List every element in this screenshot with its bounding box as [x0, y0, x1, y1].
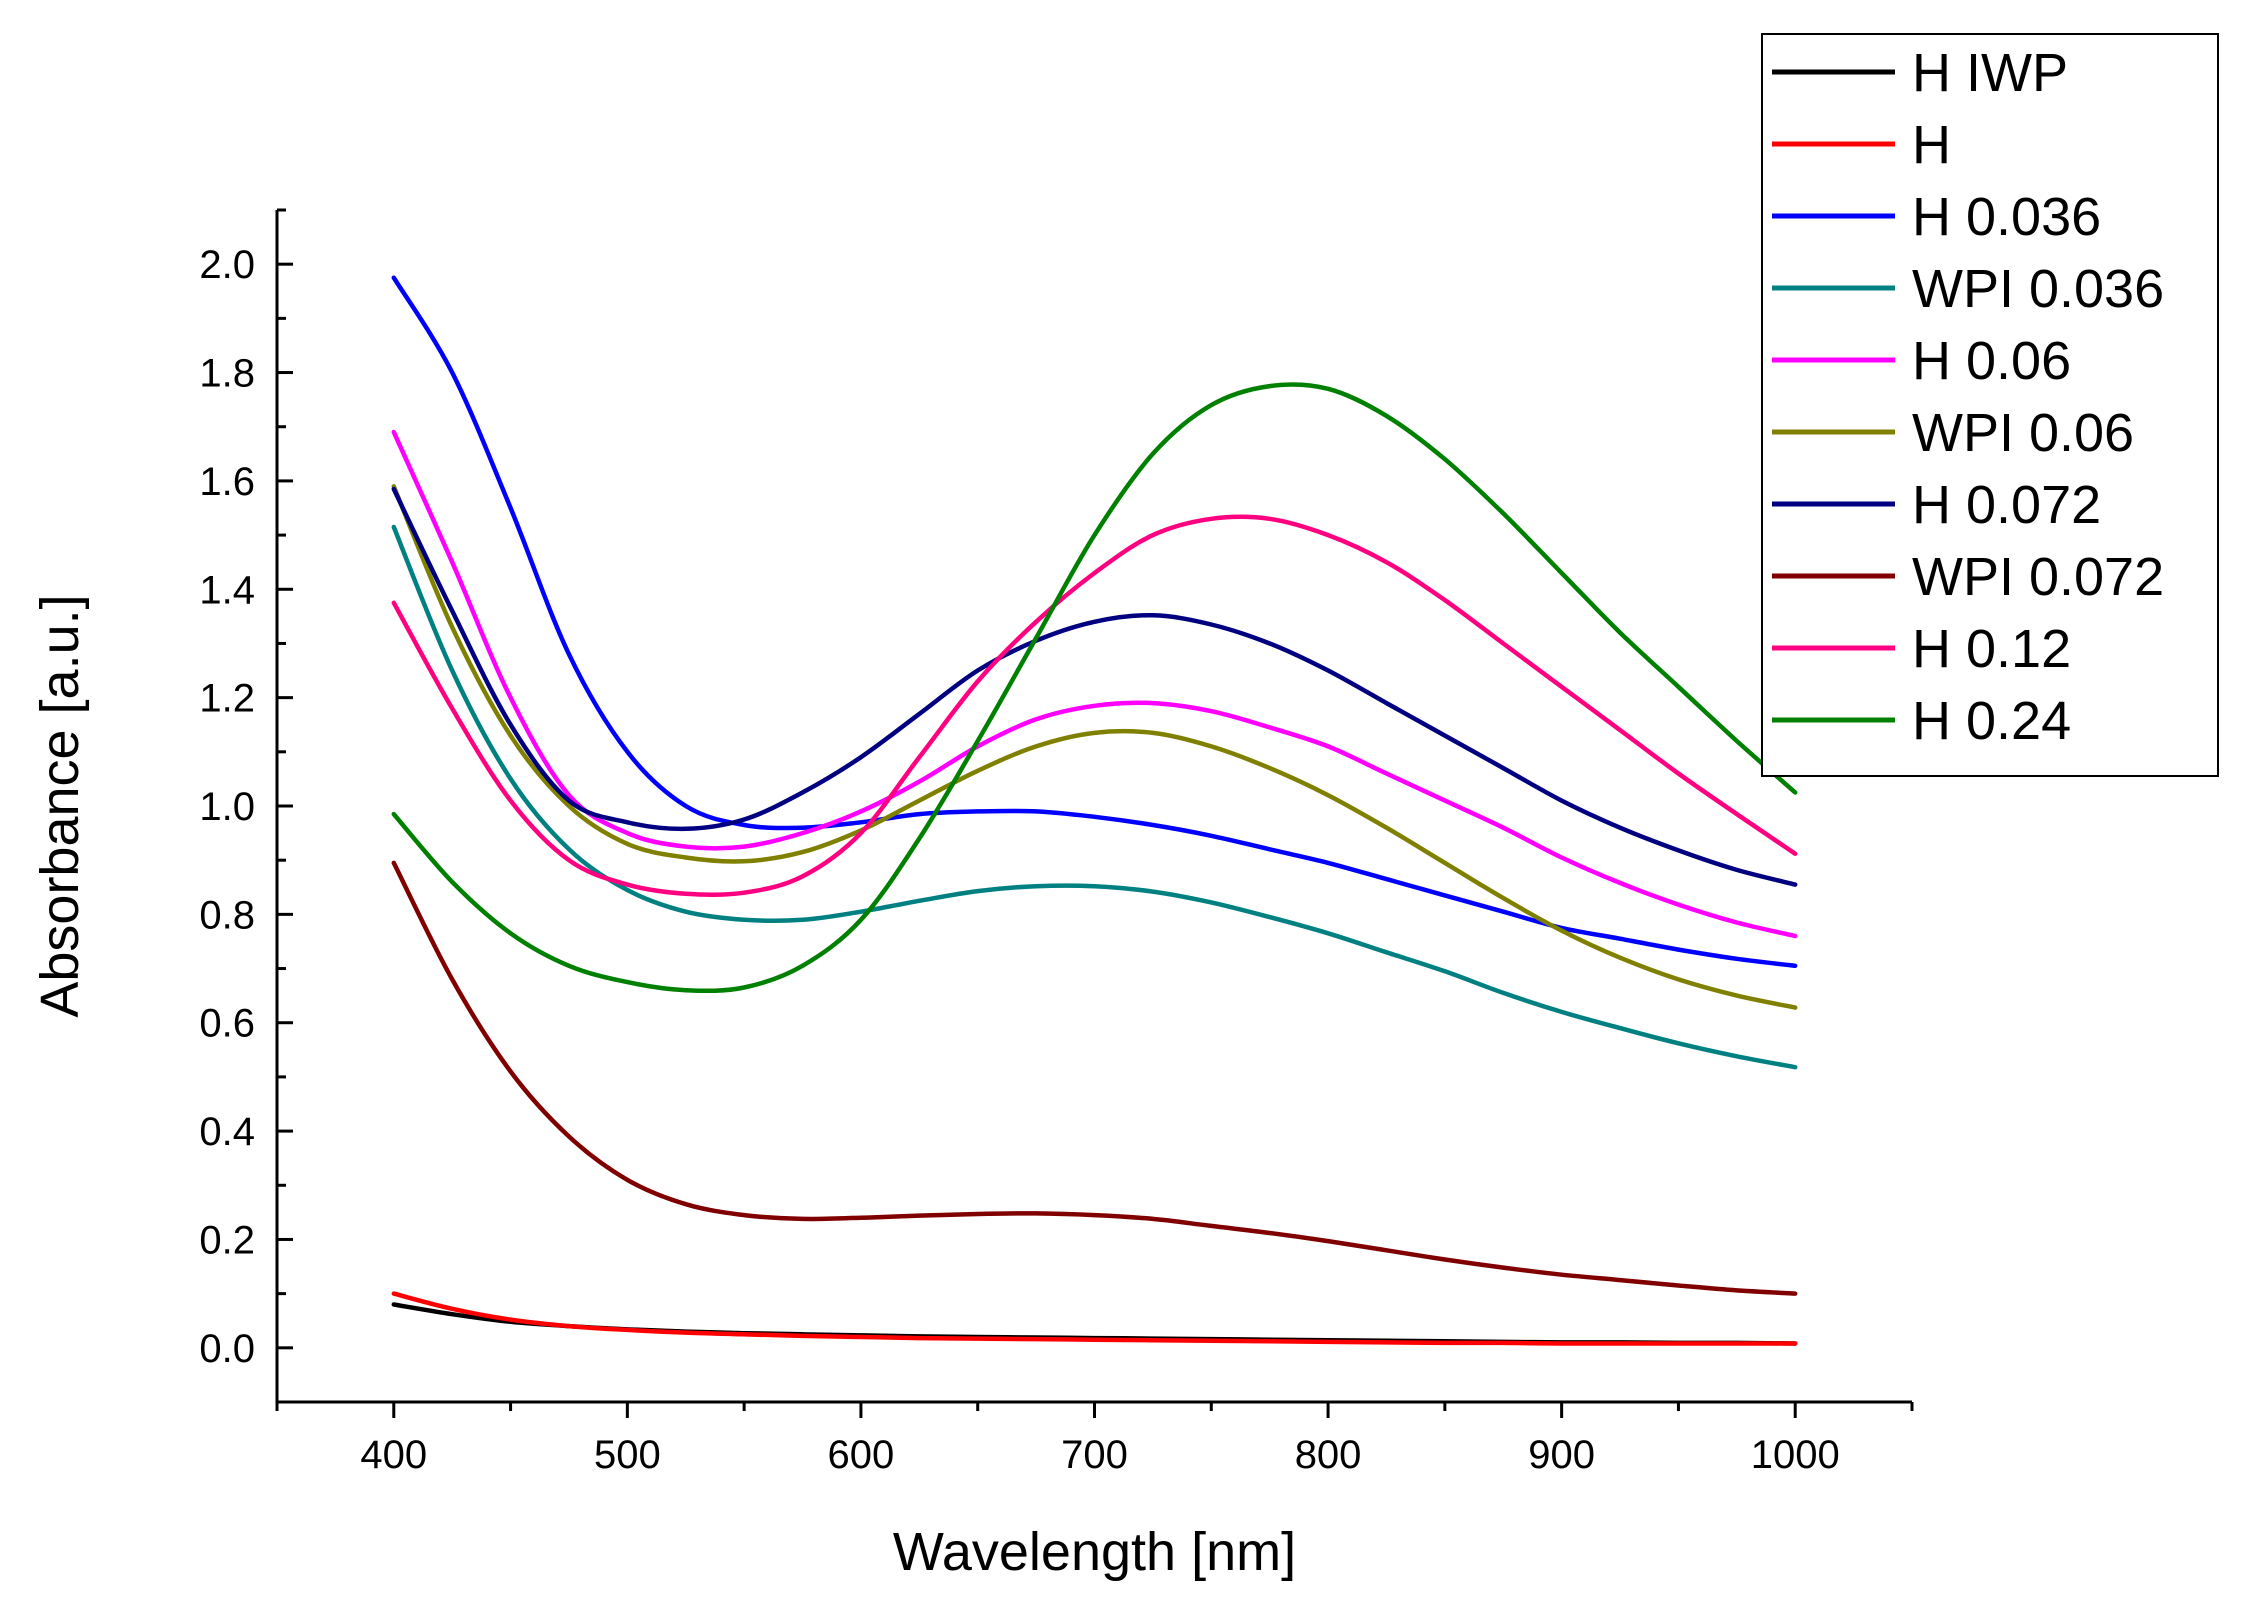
legend-box	[1761, 33, 2219, 777]
x-tick-label: 400	[360, 1433, 427, 1477]
legend-label-h-iwp: H IWP	[1912, 43, 2068, 103]
series-line-h-0-24	[391, 382, 1798, 994]
series-line-h-0-12	[391, 514, 1798, 898]
legend-label-h-0-12: H 0.12	[1912, 619, 2071, 679]
x-tick-label: 700	[1061, 1433, 1128, 1477]
legend-label-h-0-036: H 0.036	[1912, 187, 2101, 247]
x-tick-label: 800	[1295, 1433, 1362, 1477]
x-axis-title: Wavelength [nm]	[893, 1522, 1296, 1582]
legend-label-h-0-072: H 0.072	[1912, 475, 2101, 535]
series-line-wpi-0-036	[391, 524, 1798, 1070]
legend-label-wpi-0-036: WPI 0.036	[1912, 259, 2164, 319]
y-tick-label: 0.0	[199, 1327, 255, 1371]
y-tick-label: 0.4	[199, 1110, 255, 1154]
legend-label-h-0-06: H 0.06	[1912, 331, 2071, 391]
y-tick-label: 1.0	[199, 785, 255, 829]
legend: H IWP H H 0.036 WPI 0.036 H 0.06 WPI 0.06 H 0.…	[1761, 33, 2219, 777]
ticks-group: 0.0 0.2 0.4 0.6 0.8 1.0 1.2 1.4 1.6 1.8 2.0 400 500 6…	[199, 208, 1914, 1477]
plot-series-group	[391, 275, 1798, 1346]
x-tick-label: 900	[1528, 1433, 1595, 1477]
y-tick-label: 0.2	[199, 1218, 255, 1262]
series-line-wpi-0-06	[391, 484, 1798, 1010]
x-tick-label: 600	[828, 1433, 895, 1477]
series-line-wpi-0-072	[391, 860, 1798, 1296]
legend-label-h: H	[1912, 115, 1951, 175]
y-tick-label: 2.0	[199, 243, 255, 287]
y-tick-label: 0.6	[199, 1002, 255, 1046]
legend-label-wpi-0-072: WPI 0.072	[1912, 547, 2164, 607]
y-tick-label: 1.4	[199, 568, 255, 612]
y-tick-label: 1.8	[199, 352, 255, 396]
series-line-h-0-06	[391, 429, 1798, 939]
y-tick-label: 1.6	[199, 460, 255, 504]
y-tick-label: 0.8	[199, 893, 255, 937]
x-tick-label: 500	[594, 1433, 661, 1477]
y-tick-label: 1.2	[199, 677, 255, 721]
y-axis-title: Absorbance [a.u.]	[30, 594, 90, 1017]
axes-group	[275, 210, 1912, 1404]
series-line-h	[391, 1291, 1798, 1346]
legend-label-wpi-0-06: WPI 0.06	[1912, 403, 2134, 463]
series-line-h-0-072	[391, 486, 1798, 887]
x-tick-label: 1000	[1751, 1433, 1840, 1477]
legend-label-h-0-24: H 0.24	[1912, 691, 2071, 751]
